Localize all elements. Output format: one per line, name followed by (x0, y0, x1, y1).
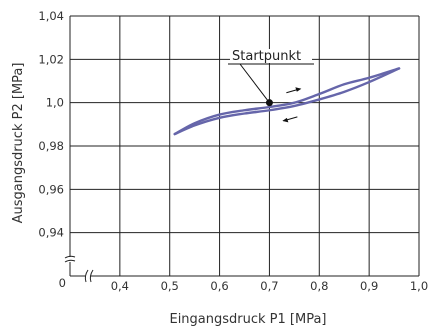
y-tick-label: 0,96 (38, 182, 64, 196)
series-group (173, 67, 401, 136)
x-tick-label: 0,6 (210, 279, 228, 293)
y-tick-label: 1,04 (38, 9, 64, 23)
x-tick-label: 0,5 (161, 279, 179, 293)
x-break-mark (89, 269, 94, 283)
arrow-right-head (295, 87, 302, 92)
annotation-leader (239, 63, 270, 103)
y-tick-label: 1,02 (38, 52, 64, 66)
x-tick-label: 0,4 (111, 279, 129, 293)
x-axis-label: Eingangsdruck P1 [MPa] (169, 312, 326, 327)
x-tick-label: 0,7 (260, 279, 278, 293)
y-tick-label: 0,94 (38, 226, 64, 240)
y-tick-label: 0,98 (38, 139, 64, 153)
y-axis-label: Ausgangsdruck P2 [MPa] (11, 63, 26, 224)
series-line-1 (173, 67, 401, 136)
origin-label: 0 (59, 276, 66, 290)
x-break-mark (84, 269, 89, 283)
y-break-mark (64, 259, 76, 263)
tick-labels: 0,4 0,5 0,6 0,7 0,8 0,9 1,0 0,94 0,96 0,98 1,0 1,02… (38, 9, 428, 293)
x-tick-label: 0,9 (360, 279, 378, 293)
start-point-marker (265, 99, 273, 107)
arrow-left-head (282, 117, 289, 123)
y-break-gap (67, 257, 73, 262)
annotation-label: Startpunkt (232, 49, 301, 64)
annotation-label-bg (230, 49, 312, 63)
axis-break-marks (64, 255, 94, 283)
y-tick-label: 1,0 (46, 96, 64, 110)
annotation-group: Startpunkt (228, 49, 314, 123)
x-tick-label: 1,0 (410, 279, 428, 293)
x-break-gap (85, 273, 91, 279)
y-break-mark (64, 255, 76, 259)
series-line-2 (173, 67, 401, 136)
x-tick-label: 0,8 (310, 279, 328, 293)
grid-lines (69, 15, 420, 277)
